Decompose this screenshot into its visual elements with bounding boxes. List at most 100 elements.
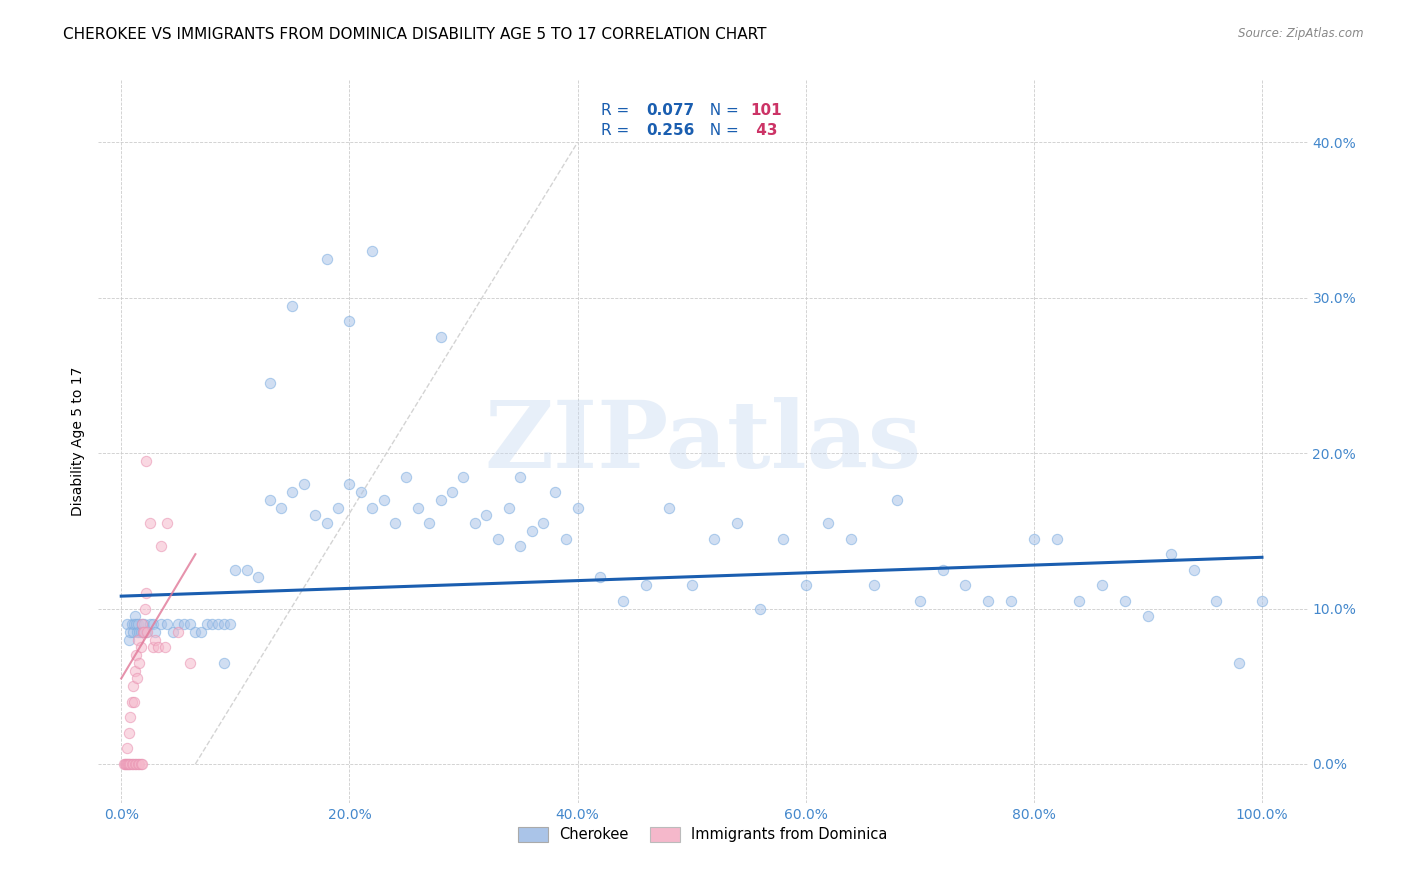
Y-axis label: Disability Age 5 to 17: Disability Age 5 to 17 [72,367,86,516]
Text: 0.077: 0.077 [647,103,695,118]
Point [156,617,179,632]
Point [955,578,977,592]
Point [135,454,157,468]
Point [337,477,360,491]
Point [384,516,406,530]
Point [122,617,145,632]
Text: N =: N = [700,103,744,118]
Point [128,624,150,639]
Text: Source: ZipAtlas.com: Source: ZipAtlas.com [1239,27,1364,40]
Point [118,632,141,647]
Point [153,640,176,655]
Point [429,329,451,343]
Point [118,726,141,740]
Point [127,624,149,639]
Point [135,624,157,639]
Point [132,624,155,639]
Point [129,640,152,655]
Point [127,617,149,632]
Point [115,756,138,771]
Point [124,664,146,678]
Point [281,299,304,313]
Point [162,624,184,639]
Point [886,492,908,507]
Point [218,617,240,632]
Point [453,469,475,483]
Point [1251,594,1274,608]
Point [127,632,149,647]
Point [1205,594,1227,608]
Point [125,648,148,663]
Point [118,756,141,771]
Point [612,594,634,608]
Point [134,601,156,615]
Point [373,492,395,507]
Point [124,609,146,624]
Point [531,516,554,530]
Point [212,617,235,632]
Point [121,617,143,632]
Point [509,469,531,483]
Point [124,756,146,771]
Point [634,578,657,592]
Point [908,594,931,608]
Point [145,632,167,647]
Point [136,624,159,639]
Point [567,500,589,515]
Point [127,756,149,771]
Point [190,624,212,639]
Point [406,500,429,515]
Point [1069,594,1091,608]
Point [247,570,270,584]
Point [259,492,281,507]
Point [486,532,509,546]
Point [361,244,384,259]
Point [817,516,839,530]
Point [150,617,173,632]
Point [315,252,337,266]
Point [184,624,207,639]
Point [464,516,486,530]
Point [1046,532,1069,546]
Point [589,570,612,584]
Point [1182,563,1205,577]
Point [395,469,418,483]
Point [1227,656,1250,670]
Point [129,756,152,771]
Point [167,617,190,632]
Point [121,756,143,771]
Point [429,492,451,507]
Point [1000,594,1022,608]
Point [173,617,195,632]
Point [304,508,326,523]
Point [931,563,953,577]
Point [115,741,138,756]
Point [112,756,135,771]
Point [224,563,246,577]
Point [179,617,201,632]
Text: R =: R = [600,103,634,118]
Point [520,524,543,538]
Point [544,485,567,500]
Point [127,672,149,686]
Point [703,532,725,546]
Point [132,624,155,639]
Legend: Cherokee, Immigrants from Dominica: Cherokee, Immigrants from Dominica [510,820,896,850]
Point [1091,578,1114,592]
Point [139,617,162,632]
Point [259,376,281,391]
Point [235,563,257,577]
Text: 43: 43 [751,123,778,138]
Point [863,578,886,592]
Point [150,540,173,554]
Text: N =: N = [700,123,744,138]
Point [121,756,143,771]
Point [146,640,169,655]
Point [128,656,150,670]
Point [121,679,143,693]
Point [681,578,703,592]
Point [129,624,152,639]
Point [1114,594,1136,608]
Point [179,656,201,670]
Point [195,617,218,632]
